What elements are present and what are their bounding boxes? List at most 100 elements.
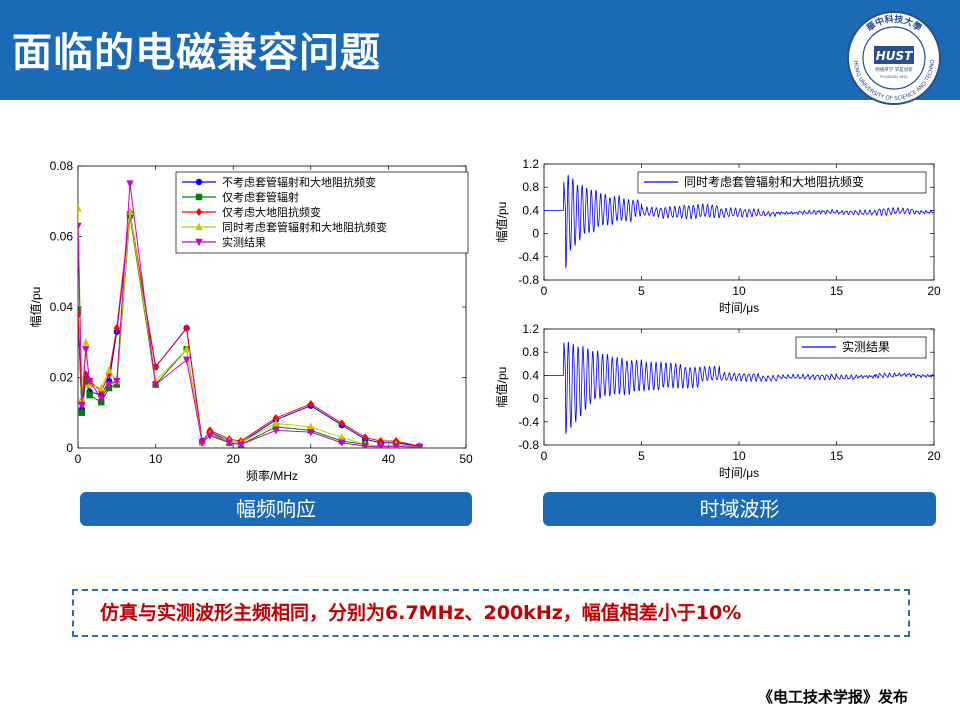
y-tick-label: 0.02 xyxy=(50,371,74,385)
legend: 同时考虑套管辐射和大地阻抗频变 xyxy=(637,171,927,194)
data-point-5 xyxy=(105,366,113,374)
series-1 xyxy=(544,341,934,434)
y-tick-label: -0.8 xyxy=(518,273,539,287)
data-point-16 xyxy=(338,419,346,428)
logo-year: FOUNDED 1952 xyxy=(880,75,908,79)
series-4 xyxy=(78,180,424,448)
data-point-8 xyxy=(151,381,160,389)
data-point-0 xyxy=(78,222,82,231)
data-point-17 xyxy=(361,433,369,442)
y-tick-label: 0.4 xyxy=(522,368,539,382)
caption-frequency-response: 幅频响应 xyxy=(80,492,472,526)
data-point-2 xyxy=(82,369,89,378)
time-domain-chart-measured: 0 5 10 15 20 -0.8 -0.4 0 0.4 0.8 1.2 时间/μs 幅值/pu 实测结果 xyxy=(494,322,941,480)
legend-entry-1: 仅考虑套管辐射 xyxy=(222,190,299,204)
header-bar: 面临的电磁兼容问题 xyxy=(0,0,960,100)
y-tick-label: 0 xyxy=(532,227,539,241)
y-axis-label: 幅值/pu xyxy=(494,202,509,243)
legend: 实测结果 xyxy=(795,336,927,359)
data-point-15 xyxy=(307,428,315,437)
x-axis-label: 时间/μs xyxy=(719,466,759,480)
data-point-1 xyxy=(78,402,86,410)
y-tick-label: 0.06 xyxy=(50,230,74,244)
data-point-12 xyxy=(225,439,234,447)
data-point-2 xyxy=(82,377,89,385)
x-tick-label: 0 xyxy=(541,449,548,463)
y-tick-label: 0 xyxy=(66,441,73,455)
data-point-14 xyxy=(272,427,280,435)
data-point-legend-2 xyxy=(195,208,203,216)
data-point-13 xyxy=(237,441,245,448)
data-point-14 xyxy=(272,414,280,423)
logo-motto: 明德厚学 求是创新 xyxy=(875,66,913,73)
data-point-16 xyxy=(338,439,346,447)
data-point-legend-4 xyxy=(195,238,203,247)
legend-box xyxy=(175,171,469,254)
data-point-16 xyxy=(338,433,346,441)
data-point-legend-1 xyxy=(195,193,203,201)
legend-entry-0: 实测结果 xyxy=(842,339,890,354)
university-logo: 華中科技大學 HUAZHONG UNIVERSITY OF SCIENCE AN… xyxy=(838,8,941,105)
x-tick-label: 5 xyxy=(638,284,645,298)
y-tick-label: 0.04 xyxy=(50,300,74,314)
y-tick-label: 0.8 xyxy=(522,345,539,359)
caption-time-domain: 时域波形 xyxy=(543,492,936,526)
data-point-6 xyxy=(113,324,120,333)
y-tick-label: -0.4 xyxy=(518,250,539,264)
data-point-18 xyxy=(376,443,385,448)
data-point-3 xyxy=(86,391,93,399)
legend: 不考虑套管辐射和大地阻抗频变仅考虑套管辐射仅考虑大地阻抗频变同时考虑套管辐射和大… xyxy=(175,171,469,254)
data-point-5 xyxy=(105,381,113,389)
x-tick-label: 40 xyxy=(382,452,396,466)
x-tick-label: 20 xyxy=(927,284,941,298)
x-tick-label: 20 xyxy=(927,449,941,463)
y-tick-label: -0.8 xyxy=(518,438,539,452)
x-tick-label: 0 xyxy=(75,452,82,466)
legend-box xyxy=(637,171,927,194)
data-point-6 xyxy=(113,377,121,386)
legend-entry-0: 同时考虑套管辐射和大地阻抗频变 xyxy=(684,174,864,189)
legend-entry-3: 同时考虑套管辐射和大地阻抗频变 xyxy=(222,220,387,234)
y-tick-label: 0.08 xyxy=(50,159,74,173)
data-point-14 xyxy=(272,423,280,431)
y-axis-label: 幅值/pu xyxy=(30,287,43,328)
x-tick-label: 10 xyxy=(732,449,746,463)
data-point-4 xyxy=(97,383,105,392)
series-0 xyxy=(544,174,934,269)
series-line xyxy=(544,341,934,434)
y-tick-label: 1.2 xyxy=(522,322,539,336)
data-point-legend-3 xyxy=(195,222,203,231)
data-point-3 xyxy=(85,377,94,386)
x-axis-label: 频率/MHz xyxy=(246,468,298,483)
y-tick-label: 0 xyxy=(532,392,539,406)
data-point-2 xyxy=(82,338,90,346)
logo-mark: HUST xyxy=(876,49,913,63)
y-tick-label: 0.8 xyxy=(522,180,539,194)
data-point-11 xyxy=(206,432,214,440)
data-point-10 xyxy=(198,439,206,447)
x-tick-label: 10 xyxy=(149,452,163,466)
data-point-15 xyxy=(307,422,315,431)
data-point-14 xyxy=(272,419,280,427)
x-tick-label: 50 xyxy=(459,452,473,466)
legend-entry-2: 仅考虑大地阻抗频变 xyxy=(222,205,321,219)
y-tick-label: 1.2 xyxy=(522,157,539,171)
x-tick-label: 0 xyxy=(541,284,548,298)
data-point-19 xyxy=(392,443,400,448)
publisher-note: 《电工技术学报》发布 xyxy=(757,688,908,706)
legend-entry-4: 实测结果 xyxy=(222,235,266,249)
data-point-2 xyxy=(82,346,90,354)
y-tick-label: -0.4 xyxy=(518,415,539,429)
data-point-1 xyxy=(78,409,86,416)
x-tick-label: 5 xyxy=(638,449,645,463)
data-point-legend-0 xyxy=(195,178,203,186)
x-axis-label: 时间/μs xyxy=(719,301,759,315)
data-point-20 xyxy=(415,444,424,448)
summary-box: 仿真与实测波形主频相同，分别为6.7MHz、200kHz，幅值相差小于10% xyxy=(72,589,910,637)
y-tick-label: 0.4 xyxy=(522,203,539,217)
data-point-15 xyxy=(307,399,314,408)
data-point-17 xyxy=(361,443,369,448)
data-point-7 xyxy=(126,180,134,188)
legend-box xyxy=(795,336,927,359)
legend-entry-0: 不考虑套管辐射和大地阻抗频变 xyxy=(222,175,376,189)
